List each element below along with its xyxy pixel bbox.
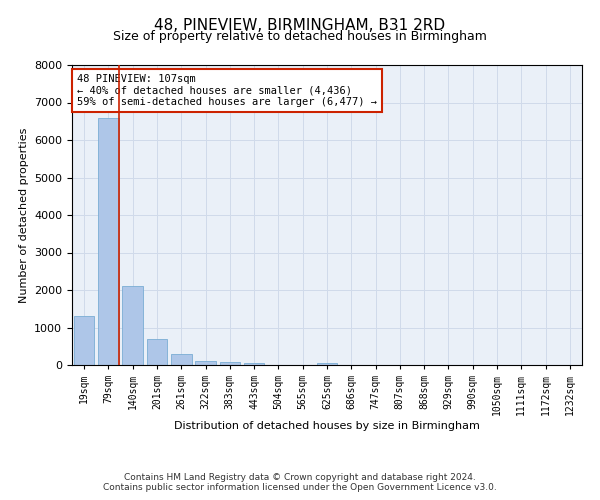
Text: 48, PINEVIEW, BIRMINGHAM, B31 2RD: 48, PINEVIEW, BIRMINGHAM, B31 2RD — [154, 18, 446, 32]
Bar — [98, 118, 119, 365]
X-axis label: Distribution of detached houses by size in Birmingham: Distribution of detached houses by size … — [174, 420, 480, 430]
Text: Contains public sector information licensed under the Open Government Licence v3: Contains public sector information licen… — [103, 484, 497, 492]
Bar — [220, 362, 240, 365]
Bar — [74, 316, 94, 365]
Bar — [317, 363, 337, 365]
Text: Size of property relative to detached houses in Birmingham: Size of property relative to detached ho… — [113, 30, 487, 43]
Y-axis label: Number of detached properties: Number of detached properties — [19, 128, 29, 302]
Text: 48 PINEVIEW: 107sqm
← 40% of detached houses are smaller (4,436)
59% of semi-det: 48 PINEVIEW: 107sqm ← 40% of detached ho… — [77, 74, 377, 107]
Text: Contains HM Land Registry data © Crown copyright and database right 2024.: Contains HM Land Registry data © Crown c… — [124, 472, 476, 482]
Bar — [122, 286, 143, 365]
Bar — [195, 360, 216, 365]
Bar — [244, 363, 265, 365]
Bar — [146, 339, 167, 365]
Bar — [171, 354, 191, 365]
